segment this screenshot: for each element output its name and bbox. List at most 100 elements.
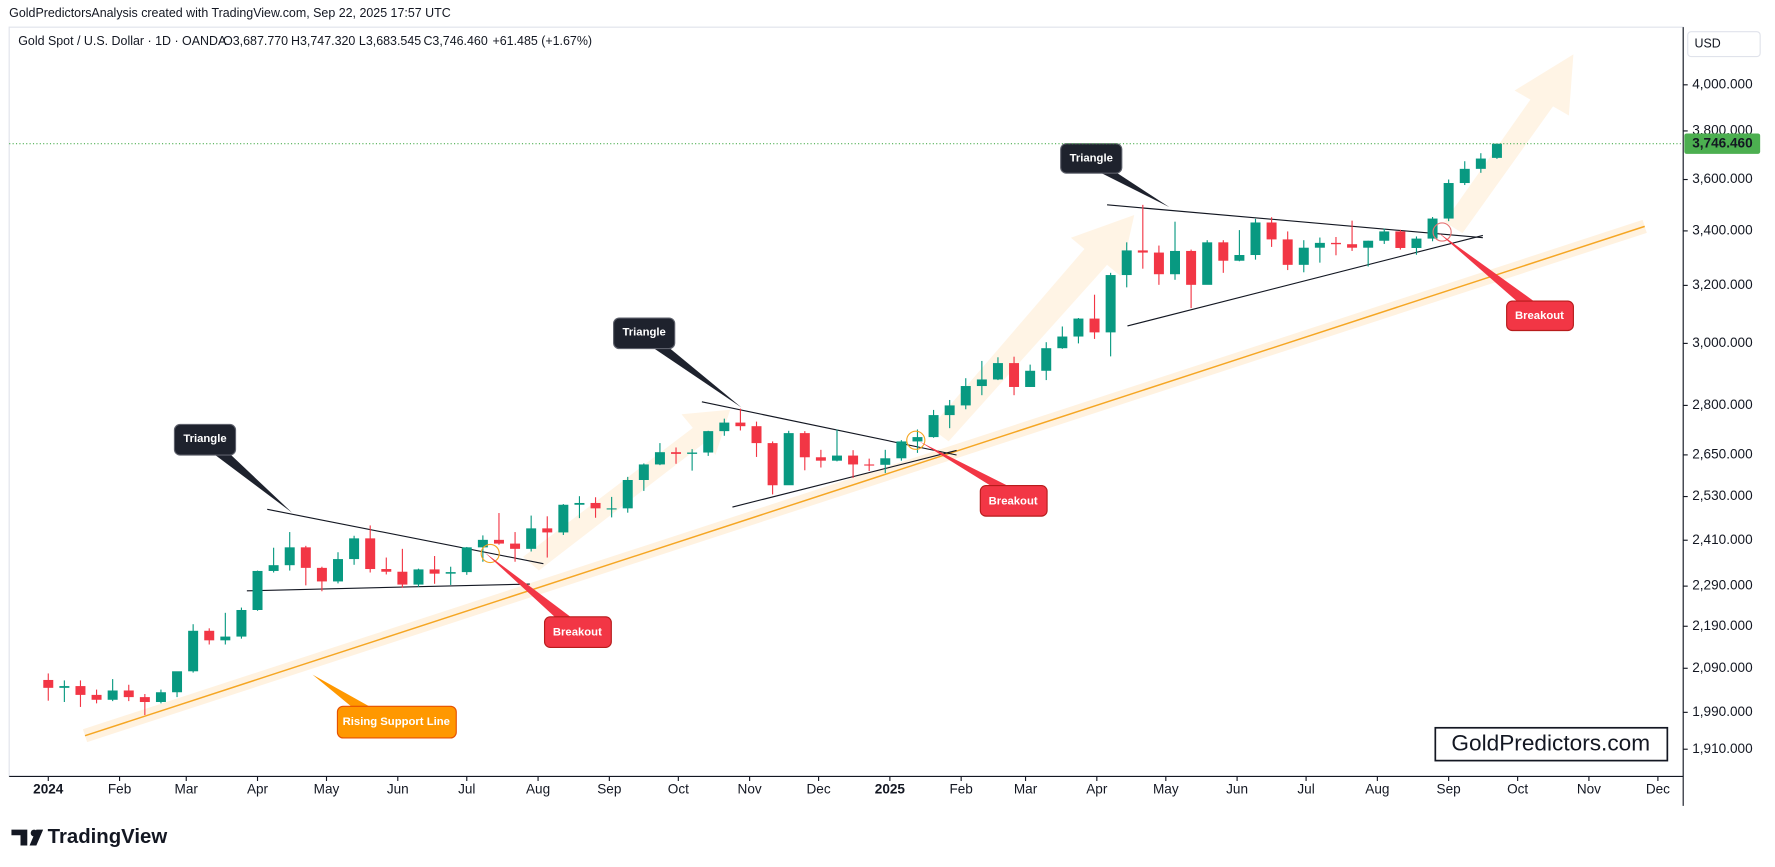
candle-body [1282,239,1293,265]
candle-body [1041,348,1052,371]
candle-body [864,464,875,466]
candle-body [284,547,295,566]
candle-body [654,452,665,465]
triangle-lower [246,583,530,592]
candle-body [606,508,617,510]
candle-body [220,636,231,641]
candle-body [1234,255,1245,261]
x-tick-label: 2024 [33,782,64,797]
candle-body [123,690,134,698]
candle-body [638,464,649,481]
ohlc-legend: O3,687.770 H3,747.320 L3,683.545 C3,746.… [223,34,592,48]
symbol-title: Gold Spot / U.S. Dollar · 1D · OANDA [18,34,227,48]
y-tick-label: 1,910.000 [1692,741,1753,756]
candle-body [493,539,504,544]
candle-body [896,441,907,459]
x-tick-label: Dec [807,782,831,797]
candle-body [1218,242,1229,261]
candle-body [91,694,102,700]
y-tick-label: 1,990.000 [1692,704,1753,719]
candle-body [590,502,601,509]
x-tick-label: Apr [247,782,269,797]
candle-body [671,452,682,454]
candle-body [155,692,166,703]
candle-body [703,431,714,453]
plot-area [8,26,1684,778]
x-tick-label: Mar [175,782,199,797]
x-tick-label: Jul [1297,782,1314,797]
candle-body [139,697,150,703]
candle-body [1411,238,1422,248]
y-tick-label: 2,650.000 [1692,446,1753,461]
ohlc-high: H3,747.320 [291,34,355,48]
y-tick-label: 3,600.000 [1692,171,1753,186]
candle-body [960,386,971,406]
candle-body [1491,143,1502,158]
y-tick-label: 2,800.000 [1692,397,1753,412]
x-tick-label: May [1153,782,1179,797]
candle-body [1330,242,1341,245]
candle-body [381,569,392,572]
candle-body [1443,183,1454,219]
candle-body [1186,250,1197,285]
callout-box [613,317,676,350]
candle-body [1314,242,1325,248]
currency[interactable]: USD [1695,36,1721,50]
candle-body [1475,158,1486,169]
breakout-circle [906,430,926,450]
logo-text[interactable]: TradingView [48,826,168,848]
ohlc-change: +61.485 (+1.67%) [492,34,592,48]
candle-body [236,609,247,637]
x-tick-label: Feb [108,782,131,797]
watermark: GoldPredictors.com [1451,731,1650,756]
candle-body [1057,336,1068,349]
candle-body [75,686,86,695]
callout-pointer [312,674,370,707]
candle-body [1153,252,1164,275]
candle-body [526,528,537,549]
candle-body [751,426,762,444]
candle-body [1250,222,1261,256]
y-tick-label: 2,410.000 [1692,532,1753,547]
candle-body [831,455,842,461]
currency-box[interactable] [1687,31,1761,58]
y-tick-label: 2,190.000 [1692,618,1753,633]
triangle-lines [246,204,1483,592]
y-tick-label: 3,200.000 [1692,277,1753,292]
callout-pointer [1101,173,1170,208]
callout-label: Breakout [553,627,602,639]
candle-body [1363,240,1374,248]
candle-body [461,547,472,573]
x-tick-label: Aug [1365,782,1389,797]
callout-box [979,484,1048,517]
candle-body [1202,242,1213,285]
candle-body [912,437,923,442]
y-tick-label: 3,000.000 [1692,335,1753,350]
candle-body [59,686,70,688]
callout-label: Breakout [989,495,1038,507]
x-tick-label: Oct [668,782,689,797]
candle-body [43,679,54,688]
x-tick-label: Jun [387,782,409,797]
callout-box [173,423,237,456]
x-tick-label: Apr [1086,782,1108,797]
candle-body [1089,318,1100,333]
breakout-circle [480,543,500,564]
candle-body [880,458,891,465]
x-tick-label: Feb [949,782,972,797]
candle-body [1379,231,1390,241]
candle-body [510,543,521,549]
y-tick-label: 3,400.000 [1692,222,1753,237]
triangle-upper [267,508,544,565]
price-tag [1684,133,1761,154]
candle-body [1347,244,1358,248]
logo-icon [11,829,44,846]
ohlc-open: O3,687.770 [223,34,288,48]
watermark-box [1434,726,1669,762]
callout-box [1506,300,1574,332]
tradingview-logo[interactable]: TradingView [11,826,167,848]
candle-body [944,405,955,416]
candle-body [1427,218,1438,239]
